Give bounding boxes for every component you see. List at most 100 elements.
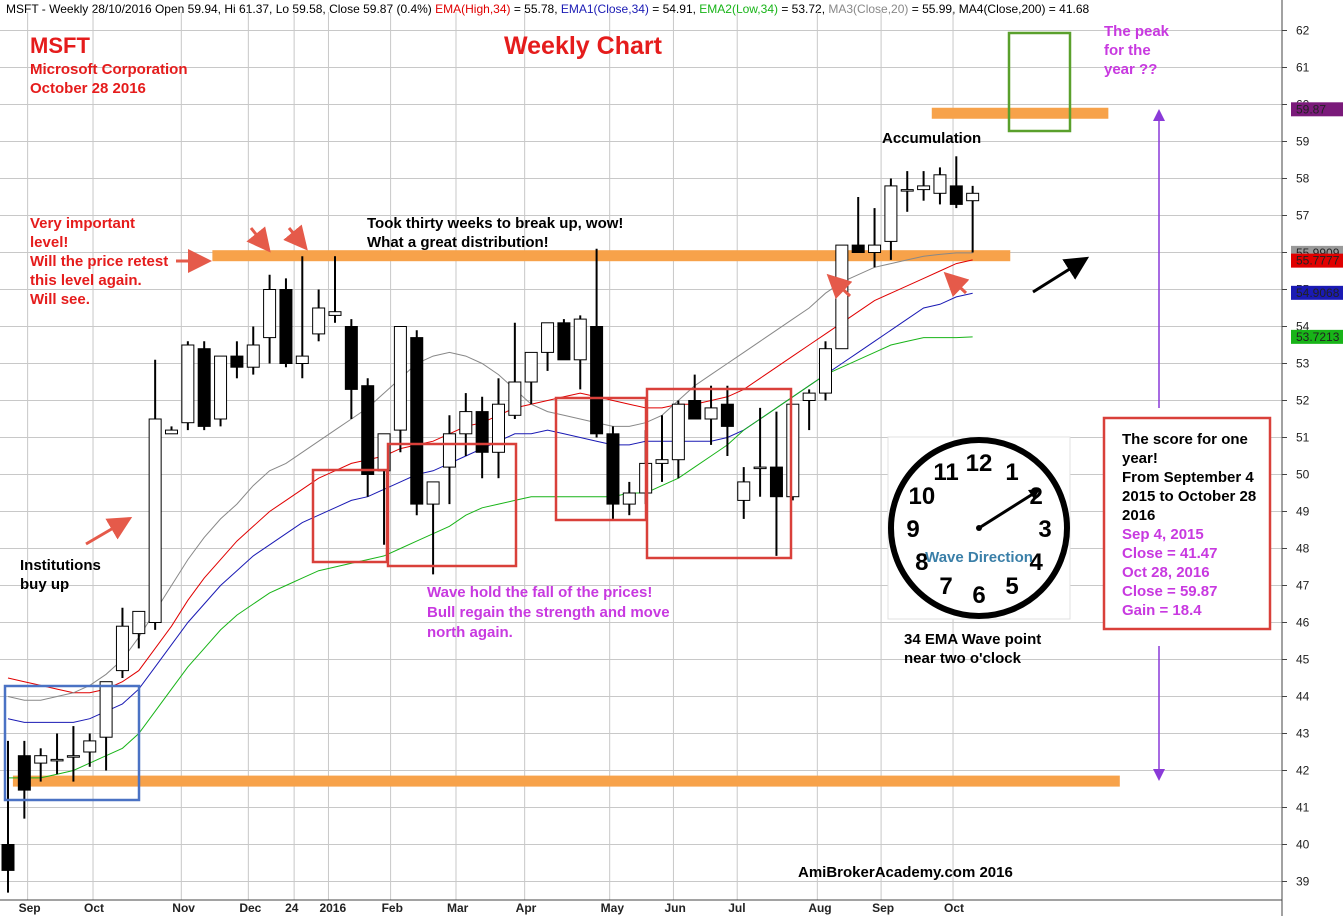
candle-down [279,289,293,364]
highlight-box [1007,31,1072,133]
clock-number: 4 [1029,549,1043,576]
support-level-bar [212,250,1011,262]
x-tick-label: May [601,901,625,915]
candle-down [851,244,865,254]
annotation-arrow [85,516,133,546]
x-tick-label: 2016 [319,901,346,915]
annotation-line: year ?? [1104,61,1157,78]
highlight-boxes [3,31,1072,802]
candle-up [524,351,538,383]
y-tick-label: 51 [1296,431,1310,445]
annotation-line: Bull regain the strength and move [427,604,670,621]
annotation-line: north again. [427,624,513,641]
y-tick-label: 49 [1296,505,1310,519]
header-part: = 54.91, [649,2,699,16]
ticker-title: MSFT [30,33,90,58]
candle-up [917,185,931,191]
candle-up [393,326,407,431]
annotation-line: Very important [30,215,135,232]
candle-up [786,403,800,498]
candle-down [475,411,489,453]
annotation-line: 2016 [1122,507,1155,524]
clock-caption: 34 EMA Wave point near two o'clock [904,631,1041,667]
clock-number: 6 [972,582,985,609]
y-tick-label: 43 [1296,727,1310,741]
clock-number: 12 [966,450,993,477]
candle-up [132,610,146,635]
clock-number: 9 [906,516,919,543]
score-stats: Sep 4, 2015 Close = 41.47 Oct 28, 2016 Clos… [1122,526,1217,619]
annotation-line: Close = 59.87 [1122,583,1217,600]
candle-up [66,755,80,758]
annotation-arrow [826,273,853,300]
clock-center [976,525,982,531]
header-part: MSFT - Weekly 28/10/2016 Open 59.94, Hi … [6,2,435,16]
annotation-arrow [246,226,271,253]
y-tick-label: 40 [1296,838,1310,852]
y-tick-label: 46 [1296,616,1310,630]
candle-down [17,755,31,791]
annotation-line: level! [30,234,68,251]
candle-up [148,418,162,623]
candle-up [165,429,178,435]
ema-low-34-line [8,336,973,779]
candle-up [246,344,260,368]
annotation-line: Gain = 18.4 [1122,602,1202,619]
x-tick-label: Mar [447,901,469,915]
annotation-line: Will the price retest [30,253,168,270]
x-tick-label: Jun [664,901,685,915]
highlight-box [386,442,518,568]
y-tick-label: 39 [1296,875,1310,889]
company-name: Microsoft Corporation [30,61,188,78]
annotation-line: Sep 4, 2015 [1122,526,1204,543]
candles [1,156,980,893]
candle-up [508,381,522,416]
y-tick-label: 59 [1296,135,1310,149]
y-tick-label: 58 [1296,172,1310,186]
price-tag [1291,253,1343,268]
header-part: MA3(Close,20) [828,2,908,16]
candle-down [344,326,358,390]
candle-up [459,411,473,435]
score-box-frame [1102,416,1272,631]
y-tick-label: 62 [1296,24,1310,38]
candle-down [606,433,620,505]
y-tick-label: 45 [1296,653,1310,667]
x-tick-label: Apr [516,901,537,915]
candle-down [590,326,604,435]
candle-up [34,755,48,764]
x-tick-label: Sep [872,901,894,915]
price-tag [1291,329,1343,344]
candle-up [868,244,882,254]
candle-up [295,355,309,365]
candle-up [83,740,97,753]
candle-down [949,185,963,205]
annotation-line: The peak [1104,23,1170,40]
support-level-bar [931,107,1109,119]
candle-down [230,355,244,368]
annotation-line: for the [1104,42,1151,59]
candle-up [541,322,555,353]
clock-hand [978,490,1037,530]
candle-up [933,174,947,194]
candle-up [328,311,342,316]
candle-up [426,481,440,505]
support-levels [12,107,1120,787]
candle-up [737,481,751,501]
annotation-line: this level again. [30,272,142,289]
annotation-line: What a great distribution! [367,234,549,251]
annotation-line: 34 EMA Wave point [904,631,1041,648]
site-footer: AmiBrokerAcademy.com 2016 [798,864,1013,881]
header-part: EMA1(Close,34) [561,2,649,16]
y-tick-label: 52 [1296,394,1310,408]
annotation-line: buy up [20,576,69,593]
annotation-line: The score for one [1122,431,1248,448]
candle-up [671,403,685,461]
chart-header: MSFT - Weekly 28/10/2016 Open 59.94, Hi … [6,2,1089,16]
price-tag [1291,102,1343,117]
header-part: EMA(High,34) [435,2,510,16]
ma-close-20-line [7,252,973,701]
x-tick-label: Jul [728,901,745,915]
